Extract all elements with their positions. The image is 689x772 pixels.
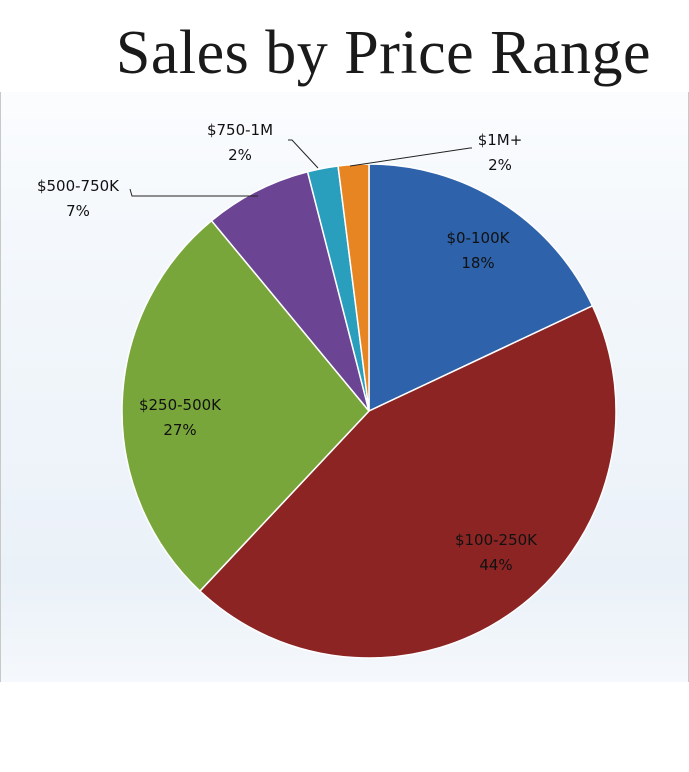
slice-percent-250-500k: 27% [163,421,196,439]
pie-slice-100-250k [198,304,617,659]
pie-slice-500-750k [210,170,370,412]
slice-percent-100-250k: 44% [479,556,512,574]
leader-lines [129,139,472,197]
slice-percent-750-1m: 2% [228,146,252,164]
pie-slice-0-100k [368,163,594,413]
slice-labels: $0-100K 18% $100-250K 44% $250-500K 27% $500-7… [37,121,538,574]
leader-line-750-1m [288,139,319,169]
leader-line-1m [349,147,472,167]
slice-label-500-750k: $500-750K [37,177,120,195]
pie-slice-250-500k [121,219,370,593]
slice-label-0-100k: $0-100K [447,229,511,247]
slice-percent-500-750k: 7% [66,202,90,220]
slice-label-750-1m: $750-1M [207,121,273,139]
chart-title: Sales by Price Range [115,19,651,87]
pie-slice-1m [337,163,370,412]
slice-label-1m: $1M+ [478,131,523,149]
leader-line-500-750k [129,188,258,197]
slice-label-100-250k: $100-250K [455,531,538,549]
bottom-band [0,682,689,772]
pie-slices [121,163,617,659]
slice-percent-1m: 2% [488,156,512,174]
slice-label-250-500k: $250-500K [139,396,222,414]
slice-percent-0-100k: 18% [461,254,494,272]
title-band [0,0,689,92]
